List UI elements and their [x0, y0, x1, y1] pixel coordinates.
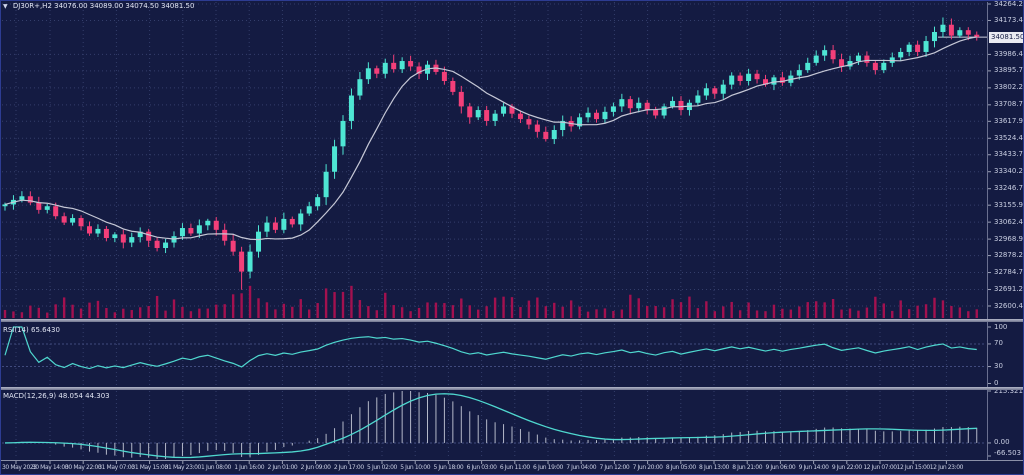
time-axis-label: 31 May 07:00 — [98, 464, 135, 471]
time-axis-label: 5 Jun 18:00 — [433, 464, 464, 471]
rsi-axis-label: 30 — [994, 362, 1003, 371]
macd-value: 48.054 44.303 — [58, 392, 110, 400]
current-price-value: 34081.50 — [991, 32, 1024, 41]
panel-separator-main-rsi[interactable] — [0, 319, 1024, 322]
time-axis-label: 12 Jun 23:00 — [929, 464, 964, 471]
time-axis-label: 12 Jun 07:00 — [863, 464, 897, 471]
price-axis-label: 33895.70 — [994, 66, 1024, 75]
ohlc-readout: 34076.00 34089.00 34074.50 34081.50 — [54, 2, 195, 10]
time-axis-label: 7 Jun 20:00 — [632, 464, 663, 471]
current-price-tag: 34081.50 — [989, 31, 1024, 43]
time-axis-label: 7 Jun 12:00 — [599, 464, 630, 471]
rsi-value: 65.6430 — [30, 326, 60, 334]
macd-axis-label: 215.321 — [994, 386, 1023, 395]
price-axis-label: 33617.95 — [994, 116, 1024, 125]
rsi-axis-label: 0 — [994, 379, 999, 387]
price-axis: 34264.20 34173.45 33986.45 33895.70 33802.20… — [992, 0, 1024, 460]
symbol-timeframe-label: DJ30R+,H2 — [12, 2, 52, 10]
rsi-axis-label: 100 — [994, 322, 1008, 331]
price-axis-label: 32878.20 — [994, 251, 1024, 260]
time-axis-label: 1 Jun 08:00 — [201, 464, 231, 471]
price-axis-label: 33062.45 — [994, 217, 1024, 226]
time-axis-label: 9 Jun 14:00 — [798, 464, 829, 471]
time-axis-label: 30 May 2023 — [2, 464, 37, 471]
rsi-axis-label: 70 — [994, 339, 1003, 348]
price-axis-label: 33708.70 — [994, 100, 1024, 109]
rsi-name: RSI(14) — [3, 326, 29, 334]
symbol-dropdown-icon[interactable]: ▼ — [3, 3, 8, 10]
time-axis-label: 6 Jun 03:00 — [466, 464, 497, 471]
time-axis-label: 31 May 15:00 — [131, 464, 168, 471]
chart-title-bar: ▼ DJ30R+,H2 34076.00 34089.00 34074.50 3… — [3, 2, 194, 11]
time-axis-label: 2 Jun 01:00 — [267, 464, 298, 471]
time-axis-label: 30 May 22:00 — [65, 464, 102, 471]
time-axis-label: 5 Jun 10:00 — [400, 464, 431, 471]
price-axis-label: 32600.45 — [994, 301, 1024, 310]
macd-axis-label: -66.503 — [994, 448, 1022, 457]
time-axis-label: 7 Jun 04:00 — [566, 464, 597, 471]
time-axis-label: 6 Jun 11:00 — [499, 464, 530, 471]
time-axis-label: 9 Jun 06:00 — [765, 464, 796, 471]
time-axis: 30 May 2023 30 May 14:00 30 May 22:00 31 Ma… — [0, 463, 1024, 475]
macd-axis-label: 0.00 — [994, 438, 1010, 447]
macd-indicator-label: MACD(12,26,9) 48.054 44.303 — [3, 392, 110, 401]
price-axis-label: 32691.20 — [994, 285, 1024, 294]
price-axis-label: 34173.45 — [994, 15, 1024, 24]
time-axis-label: 5 Jun 02:00 — [367, 464, 397, 471]
time-axis-label: 1 Jun 16:00 — [234, 464, 265, 471]
macd-name: MACD(12,26,9) — [3, 392, 57, 400]
price-axis-label: 33433.70 — [994, 150, 1024, 159]
price-axis-label: 34264.20 — [994, 0, 1024, 8]
time-axis-label: 12 Jun 15:00 — [896, 464, 931, 471]
time-axis-label: 8 Jun 21:00 — [732, 464, 763, 471]
price-axis-label: 33340.20 — [994, 167, 1024, 176]
time-axis-label: 8 Jun 13:00 — [699, 464, 729, 471]
price-axis-label: 32968.95 — [994, 234, 1024, 243]
time-axis-label: 9 Jun 22:00 — [831, 464, 862, 471]
rsi-indicator-label: RSI(14) 65.6430 — [3, 326, 60, 335]
price-axis-label: 33524.45 — [994, 133, 1024, 142]
price-axis-label: 32784.70 — [994, 268, 1024, 277]
time-axis-border — [0, 460, 1024, 461]
time-axis-label: 6 Jun 19:00 — [533, 464, 563, 471]
time-axis-label: 2 Jun 17:00 — [333, 464, 364, 471]
panel-separator-rsi-macd[interactable] — [0, 387, 1024, 390]
time-axis-label: 31 May 23:00 — [164, 464, 202, 471]
price-axis-label: 33155.95 — [994, 200, 1024, 209]
price-axis-label: 33986.45 — [994, 49, 1024, 58]
price-axis-label: 33246.70 — [994, 184, 1024, 193]
time-axis-label: 30 May 14:00 — [31, 464, 69, 471]
time-axis-label: 8 Jun 05:00 — [665, 464, 696, 471]
price-axis-label: 33802.20 — [994, 83, 1024, 92]
time-axis-label: 2 Jun 09:00 — [300, 464, 331, 471]
